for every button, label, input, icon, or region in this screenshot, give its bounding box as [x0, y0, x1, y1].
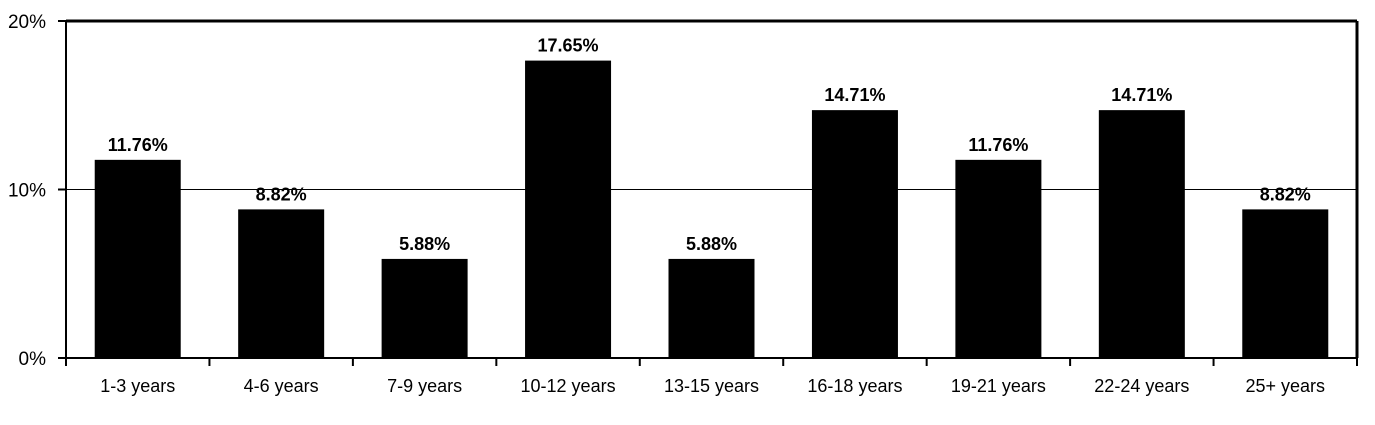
x-tick-label-8: 25+ years: [1245, 376, 1325, 396]
y-axis: 0% 10% 20%: [8, 12, 66, 370]
x-tick-label-4: 13-15 years: [664, 376, 759, 396]
bars: [94, 60, 1329, 358]
data-label-0: 11.76%: [108, 135, 168, 155]
bar-16-18-years: [811, 110, 898, 358]
bar-7-9-years: [381, 258, 468, 358]
x-tick-label-2: 7-9 years: [387, 376, 462, 396]
x-axis: 1-3 years 4-6 years 7-9 years 10-12 years 13…: [65, 358, 1358, 396]
x-tick-label-3: 10-12 years: [521, 376, 616, 396]
bar-19-21-years: [955, 159, 1042, 358]
bar-22-24-years: [1098, 110, 1185, 358]
plot-frame: [65, 19, 1359, 359]
data-label-8: 8.82%: [1260, 184, 1311, 204]
y-tick-label-2: 20%: [8, 12, 46, 33]
data-label-7: 14.71%: [1111, 85, 1172, 105]
x-tick-label-5: 16-18 years: [807, 376, 902, 396]
x-tick-label-6: 19-21 years: [951, 376, 1046, 396]
y-tick-label-1: 10%: [8, 181, 46, 202]
data-label-2: 5.88%: [399, 234, 450, 254]
data-label-4: 5.88%: [686, 234, 737, 254]
data-label-3: 17.65%: [538, 36, 599, 56]
x-tick-label-7: 22-24 years: [1094, 376, 1189, 396]
bar-13-15-years: [668, 258, 755, 358]
bar-4-6-years: [238, 209, 325, 358]
y-tick-label-0: 0%: [19, 349, 47, 370]
bar-25-years: [1242, 209, 1329, 358]
data-labels: 11.76% 8.82% 5.88% 17.65% 5.88% 14.71% 11.76% 1…: [108, 36, 1311, 254]
data-label-6: 11.76%: [968, 135, 1028, 155]
bar-1-3-years: [94, 159, 181, 358]
data-label-5: 14.71%: [824, 85, 885, 105]
bar-10-12-years: [525, 60, 612, 358]
x-tick-label-0: 1-3 years: [100, 376, 175, 396]
x-tick-label-1: 4-6 years: [244, 376, 319, 396]
data-label-1: 8.82%: [256, 184, 307, 204]
